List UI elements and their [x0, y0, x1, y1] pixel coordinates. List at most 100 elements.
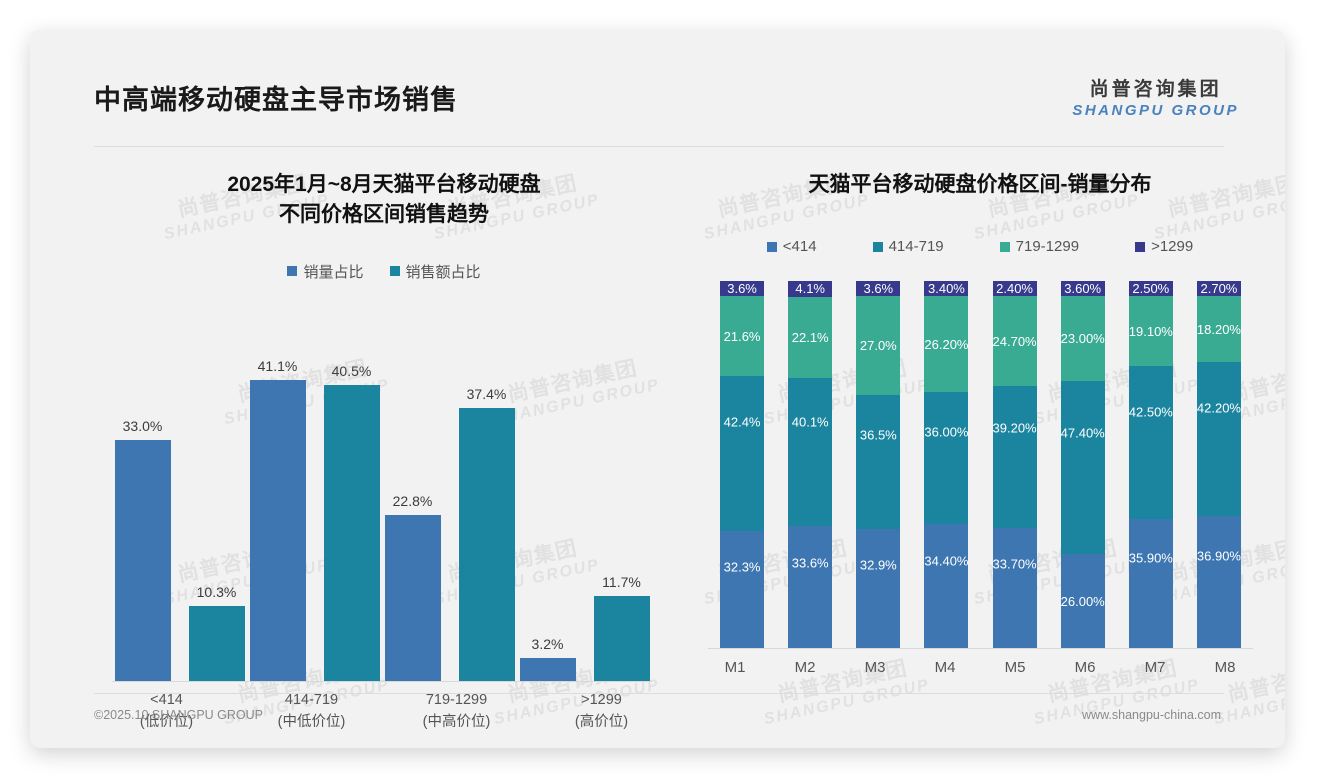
x-axis-month-label: M1	[724, 659, 746, 677]
bar-group: 3.2% 11.7%	[517, 302, 652, 682]
stacked-bar-segment[interactable]: 35.90%	[1128, 519, 1173, 650]
stacked-bar-segment[interactable]: 26.00%	[1061, 554, 1105, 650]
x-axis-category-sublabel: (低价位)	[139, 713, 194, 730]
stacked-bar-segment[interactable]: 34.40%	[924, 523, 969, 650]
legend-item[interactable]: <414	[766, 238, 817, 256]
logo-english-text: SHANGPU GROUP	[1072, 102, 1239, 119]
segment-value-label: 35.90%	[1128, 550, 1173, 566]
segment-value-label: 36.5%	[859, 427, 897, 443]
stacked-chart-x-axis	[708, 648, 1253, 650]
stacked-bar-segment[interactable]: 3.60%	[1060, 281, 1105, 297]
stacked-bar-segment[interactable]: 19.10%	[1128, 296, 1173, 366]
bar[interactable]	[188, 606, 245, 682]
stacked-bar-segment[interactable]: 21.6%	[720, 296, 765, 376]
legend-item[interactable]: 719-1299	[999, 238, 1080, 256]
stacked-bar-segment[interactable]: 22.1%	[788, 296, 833, 378]
bar-group: 33.0% 10.3%	[112, 302, 247, 682]
stacked-bar-segment[interactable]: 18.20%	[1196, 296, 1241, 363]
stacked-bar-segment[interactable]: 32.9%	[856, 528, 901, 650]
page-title: 中高端移动硬盘主导市场销售	[94, 85, 458, 115]
segment-value-label: 18.20%	[1196, 321, 1241, 337]
stacked-bar-segment[interactable]: 3.6%	[720, 281, 765, 297]
stacked-bar-plot-area: 3.6% 21.6% 42.4% 32.3% 4.1% 22.1% 40.1% 33.6% 3.…	[708, 281, 1253, 650]
stacked-bar-segment[interactable]: 36.00%	[924, 392, 968, 524]
bar[interactable]	[114, 439, 171, 682]
legend-swatch-icon	[872, 241, 883, 252]
segment-value-label: 42.50%	[1128, 404, 1173, 420]
bar-value-label: 33.0%	[122, 417, 163, 434]
stacked-bar-segment[interactable]: 24.70%	[992, 296, 1037, 386]
legend-label: 414-719	[888, 238, 944, 256]
segment-value-label: 34.40%	[924, 553, 969, 569]
stacked-bar-chart: 3.6% 21.6% 42.4% 32.3% 4.1% 22.1% 40.1% 33.6% 3.…	[708, 281, 1253, 650]
bar[interactable]	[458, 407, 515, 682]
stacked-bar-segment[interactable]: 42.20%	[1197, 362, 1241, 516]
stacked-bar-segment[interactable]: 36.90%	[1197, 515, 1241, 650]
bar-value-label: 37.4%	[466, 385, 507, 402]
stacked-bar: 2.70% 18.20% 42.20% 36.90%	[1196, 281, 1241, 650]
stacked-bar-column: 3.60% 23.00% 47.40% 26.00%	[1049, 281, 1117, 650]
x-axis-category-label: <414 (低价位)	[94, 690, 239, 734]
grouped-chart-x-labels: <414 (低价位) 414-719 (中低价位) 719-1299 (中高价位) >129…	[94, 690, 674, 734]
stacked-bar-segment[interactable]: 32.3%	[720, 531, 765, 650]
bar[interactable]	[593, 596, 650, 682]
x-axis-category-range: 719-1299	[425, 691, 488, 708]
stacked-bar-segment[interactable]: 2.50%	[1128, 281, 1173, 297]
stacked-bar-segment[interactable]: 3.40%	[924, 281, 969, 297]
legend-label: >1299	[1151, 238, 1194, 256]
stacked-bar-segment[interactable]: 39.20%	[993, 385, 1037, 528]
stacked-bar-column: 2.70% 18.20% 42.20% 36.90%	[1185, 281, 1253, 650]
legend-label: <414	[782, 238, 817, 256]
x-axis-category-range: <414	[150, 691, 183, 708]
stacked-bar-column: 3.6% 21.6% 42.4% 32.3%	[708, 281, 776, 650]
left-chart-title-line2: 不同价格区间销售趋势	[279, 203, 489, 227]
stacked-bar: 2.40% 24.70% 39.20% 33.70%	[992, 281, 1037, 650]
stacked-bar-segment[interactable]: 26.20%	[924, 296, 968, 393]
stacked-bar-segment[interactable]: 2.70%	[1196, 281, 1241, 297]
legend-item[interactable]: >1299	[1135, 238, 1193, 255]
segment-value-label: 3.40%	[928, 281, 965, 297]
segment-value-label: 40.1%	[791, 414, 829, 430]
stacked-bar-segment[interactable]: 33.70%	[993, 527, 1037, 650]
left-chart-title: 2025年1月~8月天猫平台移动硬盘 不同价格区间销售趋势	[94, 170, 674, 231]
segment-value-label: 47.40%	[1060, 425, 1105, 441]
legend-label: 719-1299	[1015, 238, 1080, 256]
x-axis-category-label: >1299 (高价位)	[529, 690, 674, 734]
stacked-bar-segment[interactable]: 36.5%	[856, 395, 901, 529]
segment-value-label: 24.70%	[992, 333, 1037, 349]
bar-group: 41.1% 40.5%	[247, 302, 382, 682]
stacked-bar: 3.60% 23.00% 47.40% 26.00%	[1060, 281, 1105, 650]
x-axis-month-label: M2	[794, 659, 816, 677]
stacked-bar-segment[interactable]: 27.0%	[856, 296, 901, 396]
bar[interactable]	[384, 514, 441, 682]
legend-item[interactable]: 销售额占比	[389, 261, 481, 282]
stacked-bar-segment[interactable]: 40.1%	[788, 377, 833, 526]
x-axis-category-range: >1299	[581, 691, 622, 708]
stacked-bar-column: 3.6% 27.0% 36.5% 32.9%	[844, 281, 912, 650]
bar-value-label: 40.5%	[331, 362, 372, 379]
stacked-bar-segment[interactable]: 33.6%	[788, 525, 833, 650]
bar-column: 11.7%	[593, 302, 650, 682]
bar[interactable]	[323, 384, 380, 682]
bar-column: 22.8%	[384, 302, 441, 682]
x-axis-month-label: M3	[864, 659, 886, 677]
bar[interactable]	[519, 658, 576, 682]
x-axis-month-label: M5	[1004, 659, 1026, 677]
bar-column: 41.1%	[249, 302, 306, 682]
legend-item[interactable]: 414-719	[872, 238, 944, 256]
logo-chinese-text: 尚普咨询集团	[1089, 79, 1222, 100]
legend-swatch-icon	[1135, 241, 1146, 252]
segment-value-label: 22.1%	[791, 329, 829, 345]
legend-item[interactable]: 销量占比	[287, 261, 364, 282]
segment-value-label: 19.10%	[1128, 323, 1173, 339]
right-chart-title-line1: 天猫平台移动硬盘价格区间-销量分布	[808, 173, 1152, 196]
stacked-bar-segment[interactable]: 47.40%	[1060, 380, 1105, 555]
stacked-bar-segment[interactable]: 23.00%	[1061, 296, 1105, 381]
stacked-bar-segment[interactable]: 42.4%	[720, 375, 765, 532]
segment-value-label: 32.3%	[723, 559, 761, 575]
stacked-bar-segment[interactable]: 3.6%	[856, 281, 901, 297]
stacked-bar-segment[interactable]: 2.40%	[992, 281, 1037, 297]
bar[interactable]	[249, 380, 306, 682]
stacked-bar-segment[interactable]: 42.50%	[1128, 365, 1173, 520]
stacked-bar-segment[interactable]: 4.1%	[788, 281, 833, 297]
